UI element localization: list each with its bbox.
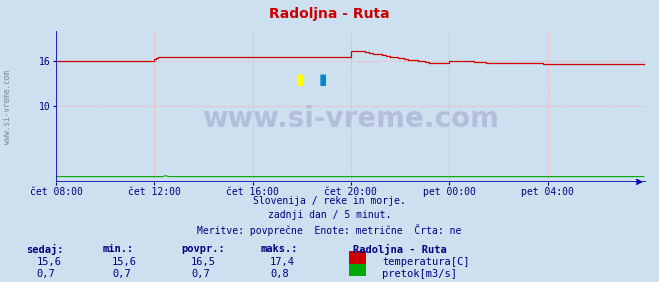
Text: povpr.:: povpr.: bbox=[181, 244, 225, 254]
Text: zadnji dan / 5 minut.: zadnji dan / 5 minut. bbox=[268, 210, 391, 220]
Text: www.si-vreme.com: www.si-vreme.com bbox=[202, 105, 500, 133]
Text: min.:: min.: bbox=[102, 244, 133, 254]
Text: ▮: ▮ bbox=[318, 72, 327, 87]
Text: Radoljna - Ruta: Radoljna - Ruta bbox=[353, 244, 446, 255]
Text: 0,8: 0,8 bbox=[270, 269, 289, 279]
Text: 0,7: 0,7 bbox=[112, 269, 130, 279]
Text: pretok[m3/s]: pretok[m3/s] bbox=[382, 269, 457, 279]
Text: Meritve: povprečne  Enote: metrične  Črta: ne: Meritve: povprečne Enote: metrične Črta:… bbox=[197, 224, 462, 236]
Text: sedaj:: sedaj: bbox=[26, 244, 64, 255]
Text: 0,7: 0,7 bbox=[191, 269, 210, 279]
Text: 15,6: 15,6 bbox=[112, 257, 137, 266]
Text: maks.:: maks.: bbox=[260, 244, 298, 254]
Text: www.si-vreme.com: www.si-vreme.com bbox=[3, 70, 13, 144]
Text: 16,5: 16,5 bbox=[191, 257, 216, 266]
Text: 15,6: 15,6 bbox=[36, 257, 61, 266]
Text: ▮: ▮ bbox=[295, 72, 304, 87]
Text: Radoljna - Ruta: Radoljna - Ruta bbox=[269, 7, 390, 21]
Text: Slovenija / reke in morje.: Slovenija / reke in morje. bbox=[253, 196, 406, 206]
Text: temperatura[C]: temperatura[C] bbox=[382, 257, 470, 266]
Text: 17,4: 17,4 bbox=[270, 257, 295, 266]
Text: 0,7: 0,7 bbox=[36, 269, 55, 279]
